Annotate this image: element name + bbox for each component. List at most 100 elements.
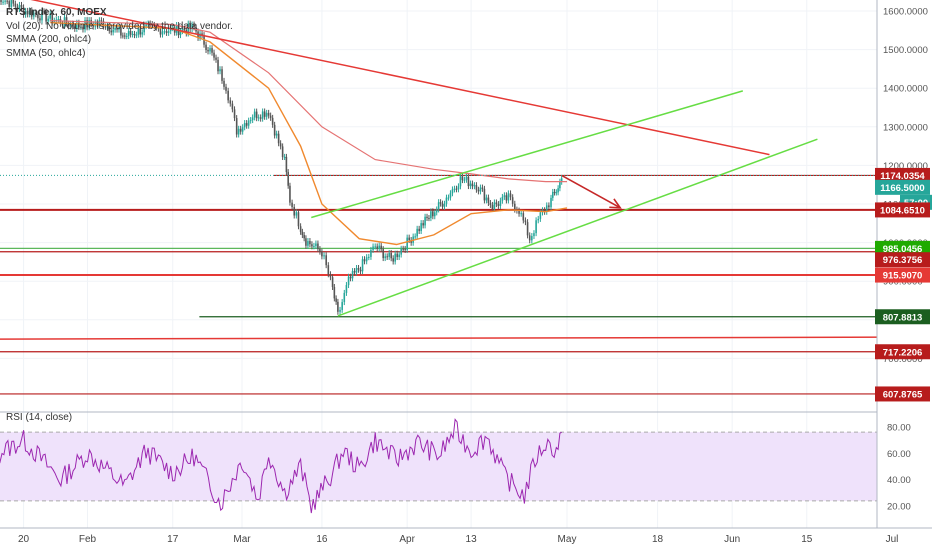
price-tag-label: 607.8765 [883,389,923,400]
time-tick-label: 15 [801,534,813,545]
candle-body [317,243,319,250]
candle-body [16,6,19,10]
time-tick-label: 16 [316,534,328,545]
rsi-line [0,418,562,514]
candle-body [10,0,13,7]
candle-body [321,251,323,257]
candle-body [473,185,476,187]
candle-body [414,236,416,238]
rsi-legend[interactable]: RSI (14, close) [6,412,73,423]
legend-smma200[interactable]: SMMA (200, ohlc4) [6,34,92,45]
candle-body [219,69,221,72]
candle-body [299,226,302,232]
candle-body [524,220,527,223]
candle-body [255,111,258,119]
candle-body [110,30,113,33]
candle-body [305,238,307,246]
price-tag-label: 1174.0354 [880,171,925,182]
channel-2 [337,138,818,317]
candle-body [14,3,17,7]
candle-body [404,248,406,250]
candle-body [279,143,282,147]
candle-body [503,195,506,197]
candle-body [339,309,341,312]
candle-body [229,100,232,104]
candle-body [455,188,458,190]
legend-symbol[interactable]: RTS Index, 60, MOEX [6,7,107,18]
price-tag-label: 976.3756 [883,255,923,266]
channel-1 [311,90,744,219]
legend-volume[interactable]: Vol (20): No volume is provided by the d… [6,20,233,32]
candle-body [102,21,105,27]
candle-body [537,218,540,221]
candle-body [43,11,45,13]
time-tick-label: 20 [18,534,30,545]
candle-body [6,0,8,2]
candle-body [311,244,313,247]
candle-body [559,181,561,189]
candle-body [453,188,456,190]
candle-body [457,186,460,190]
trendline-4 [0,336,893,340]
candle-body [394,253,396,262]
price-tags: 1174.03541166.500057:001084.6510985.0456… [875,167,932,402]
candle-body [441,203,444,207]
candle-body [327,265,330,275]
candle-body [518,210,520,214]
candle-body [303,235,305,239]
price-tag-bg [875,202,930,218]
candle-body [349,276,352,279]
candle-body [365,257,368,262]
candle-body [223,80,225,87]
candle-body [355,267,358,273]
time-tick-label: Feb [79,534,97,545]
candle-body [187,23,190,34]
candle-body [511,197,514,204]
time-tick-label: 17 [167,534,179,545]
candle-body [293,207,296,216]
candle-body [201,33,203,36]
candle-body [53,20,56,23]
candle-body [467,176,470,187]
candle-body [398,254,400,258]
candle-body [209,48,211,52]
price-tick-label: 1600.0000 [883,7,928,18]
candle-body [57,19,60,21]
candle-body [131,33,134,35]
arrow-3 [561,174,621,209]
candle-body [531,236,533,241]
candle-body [501,196,504,201]
candle-body [396,253,398,258]
candle-body [163,31,166,33]
candle-body [76,22,78,29]
candle-body [416,228,418,237]
candle-body [493,202,496,209]
legend-smma50[interactable]: SMMA (50, ohlc4) [6,47,86,59]
candle-body [213,52,215,58]
candle-body [313,246,315,248]
candle-body [388,252,390,257]
candle-body [211,48,213,53]
time-tick-label: Jul [886,534,899,545]
candle-body [35,12,37,15]
candle-body [73,26,76,29]
candle-body [235,118,238,135]
candle-body [295,212,298,216]
candle-body [275,133,278,136]
candle-body [253,111,256,118]
candle-body [277,133,280,144]
candle-body [390,252,392,259]
candle-body [259,117,262,119]
candle-body [361,259,364,272]
rsi-band [0,432,877,501]
price-tag-bg [875,252,930,268]
price-tag-bg [875,267,930,283]
candle-body [426,216,428,219]
candle-body [145,24,147,27]
candle-body [12,0,15,4]
candle-body [535,220,537,234]
price-tag-label: 915.9070 [883,271,923,282]
candle-body [51,13,54,23]
candle-body [341,302,343,310]
